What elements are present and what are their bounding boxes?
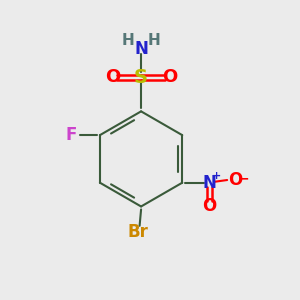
Text: O: O — [228, 171, 243, 189]
Text: F: F — [66, 126, 77, 144]
Text: −: − — [237, 171, 249, 185]
Text: Br: Br — [128, 223, 148, 241]
Text: H: H — [121, 33, 134, 48]
Text: S: S — [134, 68, 148, 87]
Text: N: N — [134, 40, 148, 58]
Text: O: O — [162, 68, 177, 86]
Text: H: H — [148, 33, 161, 48]
Text: +: + — [212, 171, 221, 181]
Text: O: O — [105, 68, 121, 86]
Text: O: O — [202, 197, 217, 215]
Text: N: N — [203, 174, 217, 192]
